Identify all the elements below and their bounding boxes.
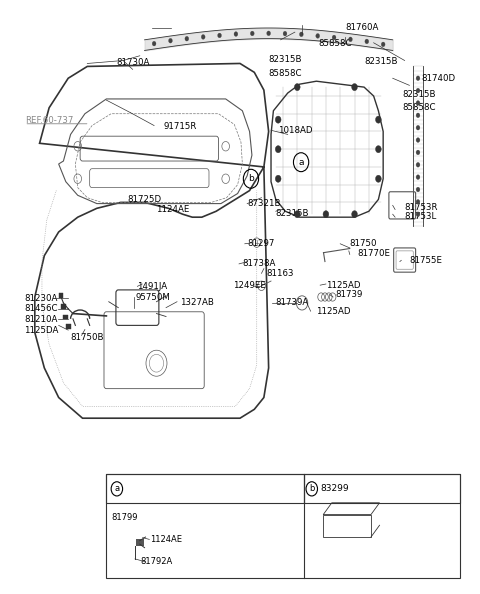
Circle shape [316,33,320,38]
Circle shape [416,76,420,81]
Text: 82315B: 82315B [276,208,309,217]
Circle shape [416,187,420,192]
Circle shape [416,212,420,217]
Text: 87321B: 87321B [247,199,281,208]
Text: b: b [248,174,254,184]
Circle shape [300,32,303,37]
Circle shape [381,42,385,47]
Text: 81770E: 81770E [357,249,390,258]
Text: 81730A: 81730A [116,58,149,67]
Circle shape [375,175,381,182]
Circle shape [152,41,156,46]
Circle shape [294,211,300,218]
Circle shape [352,211,358,218]
Text: 81755E: 81755E [409,256,443,265]
Text: REF.60-737: REF.60-737 [25,116,73,125]
Bar [66,324,71,329]
Circle shape [276,175,281,182]
Text: 85858C: 85858C [319,39,352,49]
Circle shape [416,113,420,118]
Bar [107,475,459,578]
Circle shape [276,116,281,123]
Text: 81740D: 81740D [421,74,456,83]
Bar [61,304,66,309]
Text: b: b [309,484,314,494]
Text: 85858C: 85858C [269,69,302,78]
Circle shape [375,116,381,123]
Text: 81760A: 81760A [345,24,378,33]
Circle shape [416,125,420,130]
Circle shape [251,31,254,36]
Text: 1125DA: 1125DA [24,326,59,334]
Bar [304,475,459,503]
Circle shape [375,146,381,153]
Text: 81799: 81799 [111,513,138,522]
Circle shape [348,37,352,42]
Text: 81739A: 81739A [276,298,309,308]
Text: 1327AB: 1327AB [180,298,214,308]
Text: 1018AD: 1018AD [278,126,312,135]
Text: 91715R: 91715R [164,122,197,131]
Circle shape [294,84,300,91]
Text: 81725D: 81725D [128,195,162,204]
Circle shape [234,31,238,36]
Circle shape [352,84,358,91]
Circle shape [416,162,420,167]
Circle shape [168,39,172,43]
Text: 82315B: 82315B [364,57,397,66]
Text: a: a [299,157,304,167]
Text: 83299: 83299 [321,484,349,494]
Bar [136,539,144,546]
Bar [63,315,68,320]
Circle shape [416,89,420,93]
Text: 1491JA: 1491JA [137,282,168,291]
Text: 81738A: 81738A [242,260,276,268]
Text: 1249EE: 1249EE [233,281,266,290]
Circle shape [416,100,420,105]
Text: 81210A: 81210A [24,315,58,324]
Circle shape [365,39,369,44]
Text: 81163: 81163 [266,269,294,278]
Text: a: a [114,484,120,494]
Circle shape [185,36,189,41]
Text: 81739: 81739 [336,290,363,299]
Text: 81230A: 81230A [24,293,58,303]
Text: 81297: 81297 [247,239,275,248]
Text: 81753R: 81753R [405,203,438,211]
Circle shape [416,138,420,143]
Circle shape [416,175,420,179]
Circle shape [283,31,287,36]
Text: 1124AE: 1124AE [156,205,190,214]
Circle shape [217,33,221,38]
Circle shape [416,200,420,204]
Circle shape [332,35,336,40]
Text: 82315B: 82315B [402,90,436,99]
Circle shape [201,34,205,39]
Text: 1125AD: 1125AD [326,281,360,290]
Text: 81753L: 81753L [405,212,437,221]
Bar [59,293,63,298]
Text: 1125AD: 1125AD [316,307,351,315]
Circle shape [276,146,281,153]
Bar [107,475,304,503]
Text: 85858C: 85858C [402,103,436,112]
Text: 81750: 81750 [350,239,377,248]
Text: 81456C: 81456C [24,304,58,313]
Text: 95750M: 95750M [135,292,170,302]
Text: 1124AE: 1124AE [150,535,182,544]
Circle shape [323,211,329,218]
Text: 81750B: 81750B [71,333,104,342]
Circle shape [267,31,271,36]
Circle shape [416,150,420,155]
Text: 81792A: 81792A [141,557,173,566]
Text: 82315B: 82315B [269,55,302,64]
